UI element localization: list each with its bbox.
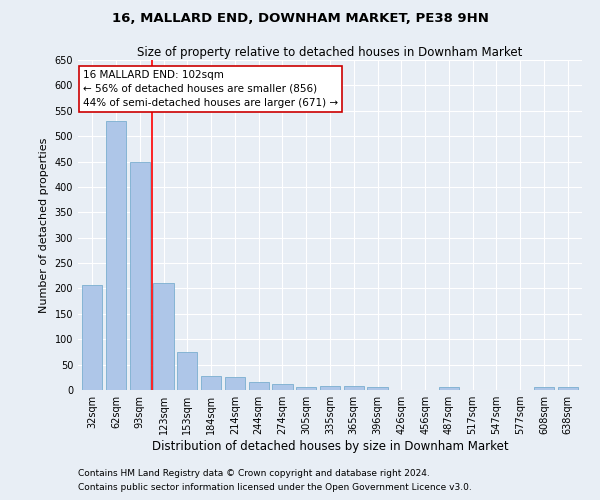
- Bar: [439, 388, 459, 390]
- Text: Contains HM Land Registry data © Crown copyright and database right 2024.: Contains HM Land Registry data © Crown c…: [78, 468, 430, 477]
- Bar: [557, 388, 578, 390]
- Y-axis label: Number of detached properties: Number of detached properties: [39, 138, 49, 312]
- Bar: [130, 162, 150, 390]
- Bar: [177, 352, 197, 390]
- Bar: [320, 386, 340, 390]
- Bar: [367, 388, 388, 390]
- Bar: [225, 377, 245, 390]
- Text: 16, MALLARD END, DOWNHAM MARKET, PE38 9HN: 16, MALLARD END, DOWNHAM MARKET, PE38 9H…: [112, 12, 488, 26]
- Bar: [201, 376, 221, 390]
- X-axis label: Distribution of detached houses by size in Downham Market: Distribution of detached houses by size …: [152, 440, 508, 453]
- Bar: [344, 386, 364, 390]
- Bar: [106, 121, 126, 390]
- Bar: [534, 388, 554, 390]
- Text: 16 MALLARD END: 102sqm
← 56% of detached houses are smaller (856)
44% of semi-de: 16 MALLARD END: 102sqm ← 56% of detached…: [83, 70, 338, 108]
- Title: Size of property relative to detached houses in Downham Market: Size of property relative to detached ho…: [137, 46, 523, 59]
- Bar: [82, 285, 103, 390]
- Bar: [272, 384, 293, 390]
- Bar: [154, 284, 173, 390]
- Bar: [296, 387, 316, 390]
- Text: Contains public sector information licensed under the Open Government Licence v3: Contains public sector information licen…: [78, 484, 472, 492]
- Bar: [248, 382, 269, 390]
